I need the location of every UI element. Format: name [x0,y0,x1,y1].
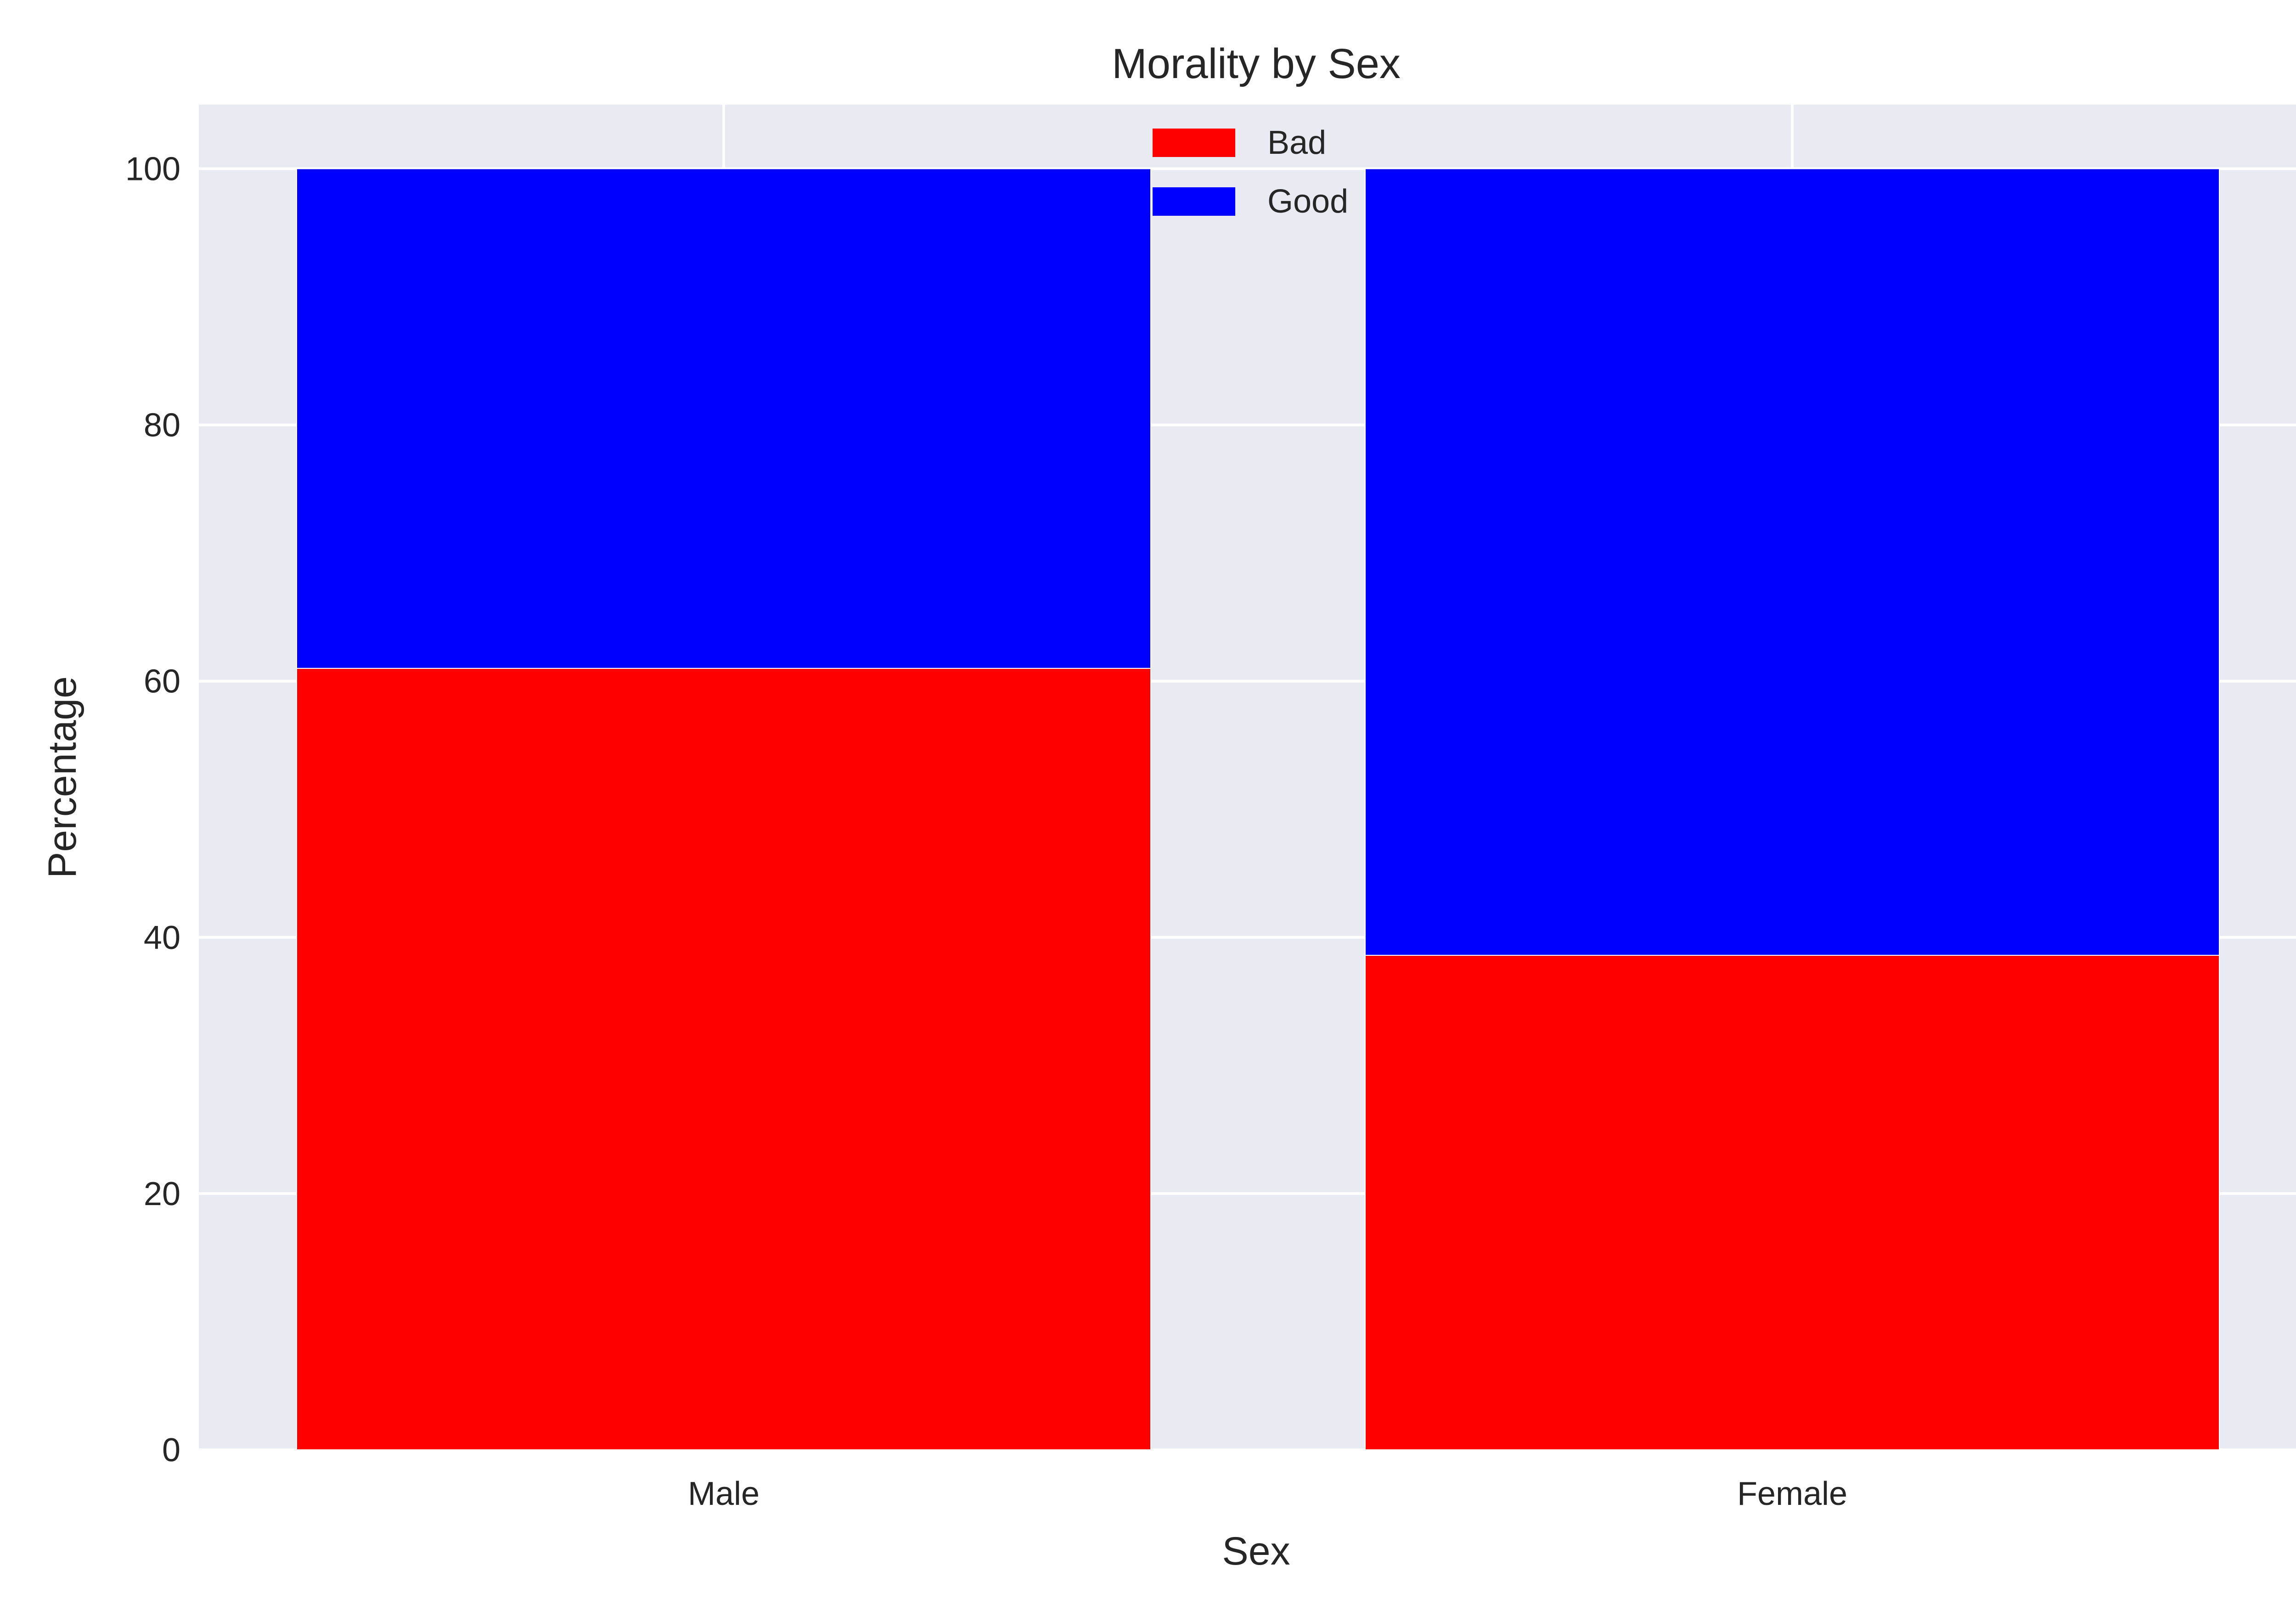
x-axis-label: Sex [1222,1529,1290,1573]
bar-bad-female [1365,954,2220,1450]
y-axis-label: Percentage [40,676,84,878]
bar-good-female [1365,168,2220,956]
y-tick-label: 0 [162,1432,180,1469]
x-tick-labels: Male Female [688,1475,1847,1512]
legend-swatch-bad [1153,129,1235,157]
chart-title: Morality by Sex [1112,40,1401,87]
y-tick-label: 100 [125,151,180,188]
legend-label-bad: Bad [1267,124,1326,161]
y-tick-label: 40 [144,920,180,956]
y-tick-label: 60 [144,663,180,700]
bar-good-male [296,168,1151,669]
y-tick-labels: 0 20 40 60 80 100 [125,151,180,1469]
x-tick-label: Female [1737,1475,1847,1512]
y-tick-label: 80 [144,407,180,444]
legend: Bad Good [1153,124,1348,220]
y-tick-label: 20 [144,1176,180,1212]
x-tick-label: Male [688,1475,760,1512]
legend-swatch-good [1153,187,1235,216]
bar-bad-male [296,668,1151,1450]
bars [296,168,2220,1450]
legend-label-good: Good [1267,183,1348,220]
